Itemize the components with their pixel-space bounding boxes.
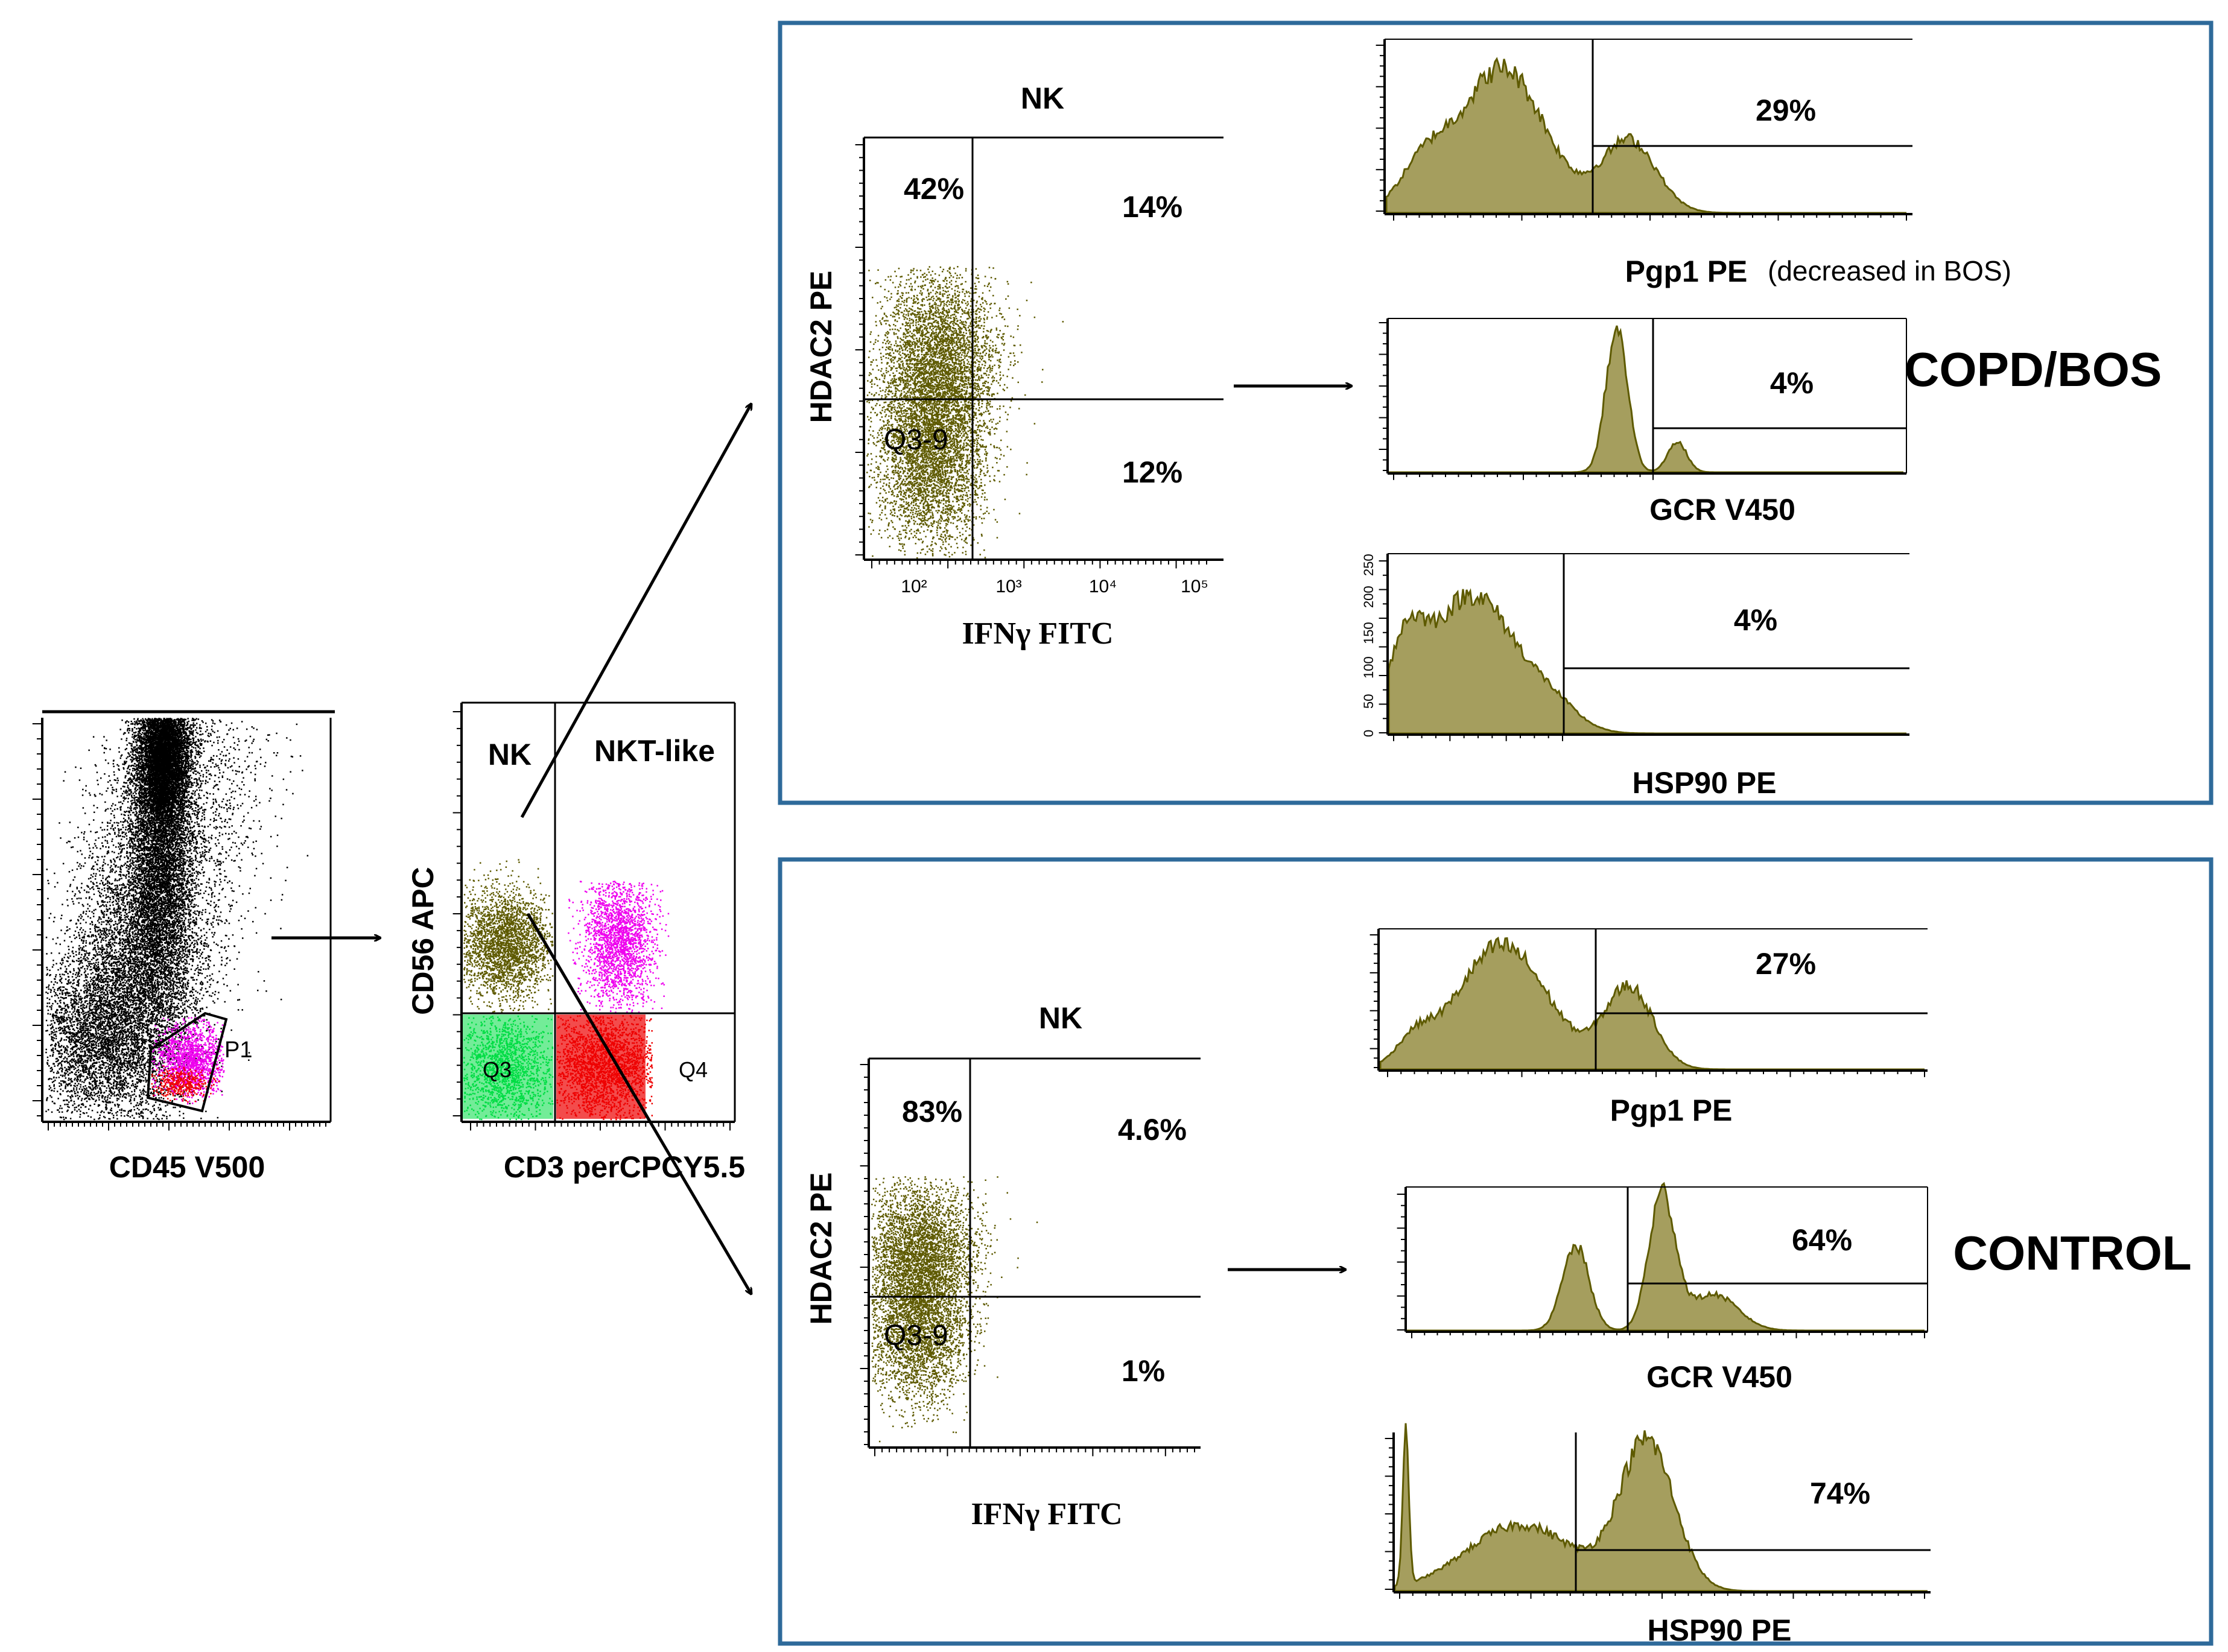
p1-gate-label: P1 [224, 1037, 252, 1063]
q3-label: Q3 [483, 1057, 512, 1082]
nk-quadrant-label: NK [488, 738, 532, 771]
copd-xtick-2: 10³ [995, 577, 1021, 597]
copd-gcr-xlabel: GCR V450 [1649, 493, 1795, 527]
copd-hsp90-histogram [1388, 588, 1906, 735]
control-gcr-histogram [1407, 1182, 1925, 1332]
control-panel [778, 857, 2214, 1646]
control-scatter-ylabel: HDAC2 PE [804, 1173, 838, 1325]
cd56-ylabel: CD56 APC [406, 867, 440, 1014]
control-hist-gcr: 64% GCR V450 [1397, 1182, 1928, 1394]
control-group-label: CONTROL [1953, 1226, 2192, 1280]
q4-label: Q4 [679, 1057, 708, 1082]
control-q-upper-right: 4.6% [1118, 1113, 1187, 1147]
copd-group-label: COPD/BOS [1905, 343, 2162, 396]
copd-hsp90-ytick-1: 50 [1361, 694, 1376, 709]
copd-scatter-title: NK [1021, 81, 1064, 115]
copd-hsp90-percent: 4% [1734, 603, 1777, 637]
control-gcr-xlabel: GCR V450 [1646, 1360, 1792, 1394]
event-dots [151, 1065, 220, 1103]
event-dots [45, 894, 241, 1121]
copd-pgp1-xlabel: Pgp1 PE [1625, 255, 1748, 288]
control-pgp1-xlabel: Pgp1 PE [1610, 1093, 1733, 1127]
copd-hsp90-ytick-0: 0 [1361, 730, 1376, 737]
copd-q-lower-right: 12% [1122, 455, 1182, 489]
copd-gcr-percent: 4% [1770, 366, 1814, 400]
control-pgp1-percent: 27% [1756, 947, 1816, 981]
control-gate-label: Q3-9 [884, 1320, 948, 1352]
event-dots [463, 1015, 554, 1121]
copd-pgp1-note: (decreased in BOS) [1768, 255, 2011, 286]
arrow-to-copd [520, 404, 751, 818]
copd-pgp1-histogram [1385, 57, 1906, 214]
copd-hsp90-ytick-3: 150 [1361, 622, 1376, 644]
cd45-events [45, 718, 309, 1121]
control-scatter-title: NK [1039, 1001, 1082, 1035]
event-dots [866, 266, 1064, 540]
control-hsp90-percent: 74% [1810, 1476, 1870, 1510]
copd-scatter-ylabel: HDAC2 PE [804, 271, 838, 423]
cd3-cd56-plot: NK NKT-like Q3 Q4 CD3 perCPCY5.5 CD56 AP… [406, 701, 745, 1184]
cd45-xlabel: CD45 V500 [109, 1150, 265, 1184]
arrow-to-control [526, 913, 751, 1294]
event-dots [463, 859, 554, 1013]
copd-gate-label: Q3-9 [884, 424, 948, 456]
control-nk-events [871, 1176, 1038, 1443]
copd-hsp90-ytick-4: 200 [1361, 586, 1376, 608]
event-dots [568, 881, 670, 1013]
event-dots [151, 1017, 225, 1105]
event-dots [556, 1015, 653, 1121]
copd-nk-events [866, 266, 1064, 559]
copd-hist-hsp90: 0 50 100 150 200 250 4% HSP90 PE [1361, 553, 1909, 800]
copd-scatter-axis-ticks [855, 144, 1207, 569]
copd-xtick-3: 10⁴ [1089, 577, 1117, 597]
cd45-axis-ticks [32, 723, 326, 1131]
copd-scatter-xlabel: IFNγ FITC [962, 616, 1113, 651]
copd-xtick-1: 10² [901, 577, 927, 597]
control-scatter-xlabel: IFNγ FITC [971, 1497, 1122, 1531]
control-nk-scatter: NK 83% 4.6% 1% Q3-9 IFNγ FITC HDAC2 PE [804, 1001, 1201, 1531]
control-pgp1-histogram [1379, 936, 1925, 1071]
copd-hsp90-ytick-5: 250 [1361, 554, 1376, 576]
copd-q-upper-left: 42% [904, 172, 964, 206]
copd-gcr-histogram [1389, 325, 1903, 473]
cd3-events [463, 859, 670, 1121]
control-gcr-percent: 64% [1792, 1223, 1852, 1257]
cd3-axis-ticks [452, 711, 731, 1131]
event-dots [866, 305, 1028, 559]
control-q-upper-left: 83% [902, 1095, 962, 1128]
control-hsp90-xlabel: HSP90 PE [1647, 1613, 1791, 1647]
copd-hist-gcr: 4% GCR V450 [1379, 318, 1907, 527]
control-q-lower-right: 1% [1122, 1354, 1165, 1388]
copd-hsp90-xlabel: HSP90 PE [1632, 766, 1776, 800]
cd45-plot: P1 CD45 V500 [32, 710, 335, 1184]
control-hist-hsp90: 74% HSP90 PE [1385, 1423, 1931, 1647]
copd-hsp90-ytick-2: 100 [1361, 656, 1376, 679]
copd-xtick-4: 10⁵ [1181, 577, 1208, 597]
copd-nk-scatter: NK 10² 10³ 10⁴ 10⁵ 42% 14% 12% Q3-9 IFNγ… [804, 81, 1223, 651]
event-dots [871, 1220, 998, 1443]
copd-hist-pgp1: 29% Pgp1 PE (decreased in BOS) [1376, 39, 2011, 288]
copd-q-upper-right: 14% [1122, 190, 1182, 224]
cd3-xlabel: CD3 perCPCY5.5 [504, 1150, 745, 1184]
control-hist-pgp1: 27% Pgp1 PE [1369, 928, 1928, 1127]
copd-pgp1-percent: 29% [1756, 93, 1816, 127]
p1-gate [146, 1011, 228, 1113]
copd-panel [778, 21, 2214, 805]
nkt-quadrant-label: NKT-like [594, 734, 715, 768]
